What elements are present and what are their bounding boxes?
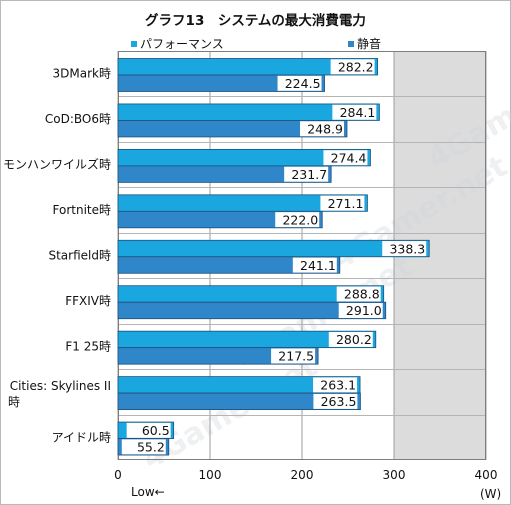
- legend-item-performance: パフォーマンス: [131, 35, 224, 52]
- x-tick-label: 0: [114, 468, 122, 482]
- legend-swatch-quiet: [348, 40, 354, 47]
- data-label: 291.0: [346, 303, 382, 318]
- category-label: Cities: Skylines II: [10, 379, 111, 393]
- legend-label-performance: パフォーマンス: [140, 37, 224, 51]
- category-label: 3DMark時: [53, 67, 111, 81]
- x-tick-label: 300: [383, 468, 406, 482]
- watermark: 4Gamer.net: [137, 349, 324, 477]
- chart-title: グラフ13 システムの最大消費電力: [145, 13, 366, 29]
- bar-quiet: [117, 120, 348, 138]
- x-tick-label: 100: [199, 468, 222, 482]
- category-label: Starfield時: [48, 249, 111, 263]
- data-label-box: [332, 104, 377, 120]
- data-label-box: [338, 303, 383, 319]
- category-label: F1 25時: [65, 339, 111, 353]
- data-label-box: [275, 212, 320, 228]
- bar-quiet: [117, 301, 387, 320]
- data-label-box: [277, 75, 322, 91]
- data-label-box: [320, 195, 365, 211]
- legend-swatch-performance: [131, 40, 137, 47]
- data-label-box: [121, 439, 166, 455]
- data-label-box: [292, 257, 337, 273]
- data-label: 217.5: [278, 349, 314, 364]
- x-axis-unit: (W): [480, 487, 502, 501]
- category-label: CoD:BO6時: [45, 112, 111, 126]
- data-label-box: [328, 331, 373, 347]
- category-label: アイドル時: [52, 430, 111, 444]
- data-label: 274.4: [331, 150, 367, 165]
- data-label: 282.2: [338, 60, 374, 75]
- category-label: FFXIV時: [65, 294, 111, 308]
- data-label-box: [382, 241, 427, 257]
- data-label: 241.1: [300, 258, 336, 273]
- data-label-box: [313, 377, 358, 393]
- bar-quiet: [117, 210, 323, 229]
- bar-quiet: [117, 165, 332, 183]
- category-label: Fortnite時: [53, 203, 111, 217]
- x-tick-label: 200: [291, 468, 314, 482]
- data-label-box: [271, 348, 316, 364]
- data-label: 280.2: [336, 332, 372, 347]
- data-label: 284.1: [340, 105, 376, 120]
- category-label: 時: [8, 395, 20, 409]
- data-label: 263.5: [321, 394, 357, 409]
- x-tick-label: 400: [475, 468, 498, 482]
- data-label-box: [126, 422, 171, 438]
- data-label: 60.5: [142, 423, 170, 438]
- data-label-box: [323, 150, 368, 166]
- data-label-box: [313, 393, 358, 409]
- data-label: 338.3: [389, 241, 425, 256]
- legend-label-quiet: 静音: [357, 37, 382, 51]
- data-label-box: [336, 286, 381, 302]
- data-label: 224.5: [285, 76, 321, 91]
- bar-quiet: [117, 347, 319, 365]
- data-label: 288.8: [344, 287, 380, 302]
- category-label: モンハンワイルズ時: [3, 157, 111, 172]
- data-label: 55.2: [137, 440, 165, 455]
- bar-quiet: [117, 74, 325, 92]
- data-label-box: [284, 166, 329, 182]
- data-label: 222.0: [282, 212, 318, 227]
- data-label-box: [299, 121, 344, 137]
- legend-item-quiet: 静音: [348, 35, 381, 52]
- bar-quiet: [117, 256, 341, 274]
- data-label: 248.9: [307, 121, 343, 136]
- data-label: 231.7: [291, 167, 327, 182]
- low-direction-label: Low←: [131, 485, 165, 499]
- data-label-box: [330, 59, 375, 75]
- data-label: 271.1: [328, 196, 364, 211]
- data-label: 263.1: [320, 378, 356, 393]
- bar-quiet: [117, 392, 361, 411]
